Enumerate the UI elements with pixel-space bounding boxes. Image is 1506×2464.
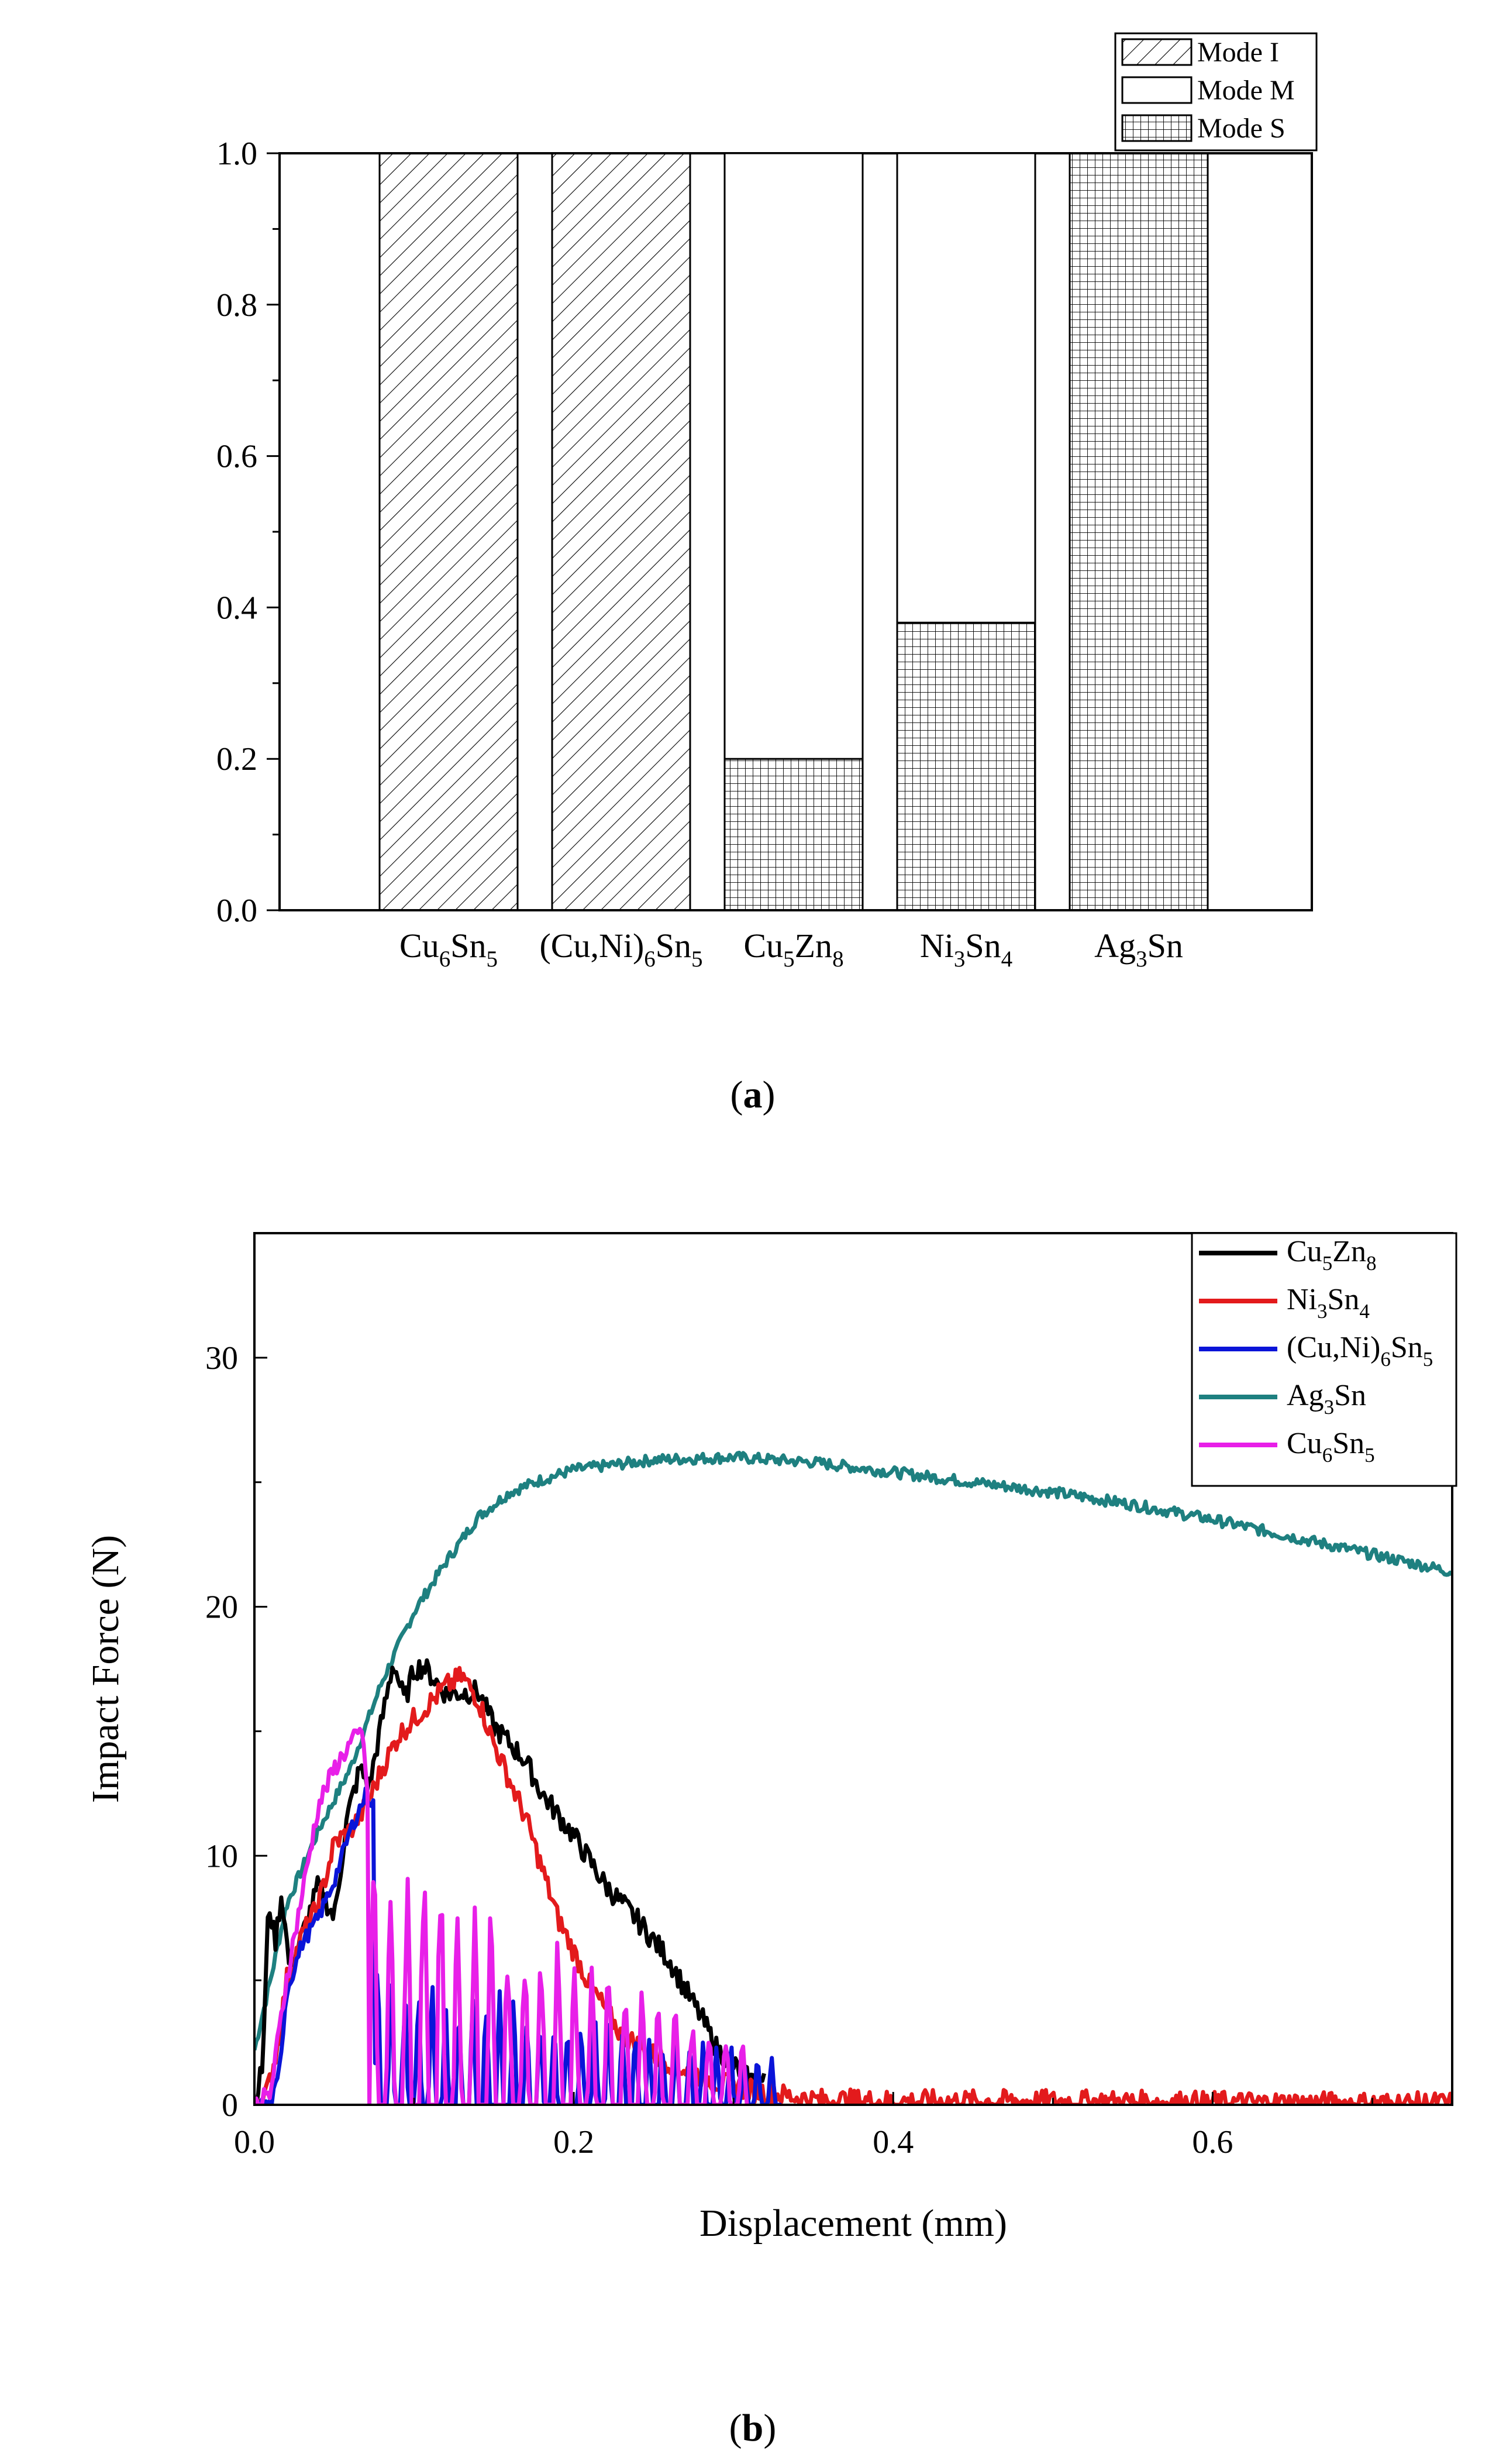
- legend-label: Mode S: [1197, 113, 1286, 144]
- y-tick-label: 0: [222, 2087, 238, 2124]
- plot-frame-b: [253, 1232, 1453, 2106]
- legend-label: Mode I: [1197, 37, 1279, 68]
- x-axis-title: Displacement (mm): [699, 2202, 1007, 2245]
- y-tick-label: 0.2: [216, 741, 257, 777]
- y-tick-label: 20: [205, 1589, 238, 1626]
- x-tick-label: Ag3Sn: [1094, 927, 1183, 972]
- y-tick-label: 0.8: [216, 287, 257, 324]
- x-tick-label: Ni3Sn4: [920, 927, 1012, 972]
- bar-mode-m-2: [723, 152, 864, 760]
- bar-mode-m-3: [896, 152, 1036, 624]
- force-curves: [254, 1450, 1452, 2105]
- x-tick-label: Cu6Sn5: [399, 927, 498, 972]
- legend-label: Cu6Sn5: [1287, 1427, 1375, 1467]
- x-tick-label: 0.0: [234, 2124, 275, 2160]
- series-line-cu5zn8: [254, 1658, 766, 2105]
- x-tick-label: (Cu,Ni)6Sn5: [539, 927, 702, 972]
- legend-label: Mode M: [1197, 75, 1295, 106]
- legend-label: Cu5Zn8: [1287, 1235, 1376, 1275]
- axes-b: 0.0 0.2 0.4 0.6 0 10 20 30: [205, 1340, 1373, 2160]
- series-line-ag3sn: [254, 1450, 1452, 2051]
- bar-mode-s-2: [723, 758, 864, 911]
- y-tick-label: 0.6: [216, 439, 257, 475]
- x-category-labels: Cu6Sn5 (Cu,Ni)6Sn5 Cu5Zn8 Ni3Sn4 Ag3Sn: [399, 927, 1183, 972]
- bar-mode-s-3: [896, 621, 1036, 911]
- bar-mode-i-1: [551, 152, 691, 911]
- bar-mode-s-4: [1069, 152, 1209, 911]
- stacked-bars: [378, 152, 1209, 911]
- panel-b-line-chart: 0.0 0.2 0.4 0.6 0 10 20 30 Cu5Zn8 Ni3Sn4 (Cu,Ni)6…: [84, 1232, 1457, 2449]
- y-tick-label: 0.4: [216, 590, 257, 626]
- legend-a: Mode I Mode M Mode S: [1114, 32, 1318, 152]
- x-tick-label: 0.4: [873, 2124, 914, 2160]
- series-line-cu6sn5: [254, 1726, 749, 2105]
- legend-swatch: [1121, 114, 1193, 142]
- x-tick-label: Cu5Zn8: [743, 927, 843, 972]
- y-tick-label: 1.0: [216, 136, 257, 172]
- x-tick-label: 0.2: [553, 2124, 594, 2160]
- panel-a-bar-chart: 0.0 0.2 0.4 0.6 0.8 1.0 Cu6Sn5 (Cu,Ni)6Sn5 Cu5Z…: [216, 32, 1318, 1116]
- series-line--cu-ni-6sn5: [254, 1786, 782, 2105]
- panel-label-a: (a): [730, 1073, 776, 1116]
- legend-swatch: [1121, 76, 1193, 104]
- legend-b: Cu5Zn8 Ni3Sn4 (Cu,Ni)6Sn5 Ag3Sn Cu6Sn5: [1191, 1232, 1457, 1487]
- series-line-ni3sn4: [254, 1665, 1452, 2105]
- y-axis-a: 0.0 0.2 0.4 0.6 0.8 1.0: [216, 136, 280, 929]
- legend-swatch: [1121, 38, 1193, 66]
- legend-label: Ni3Sn4: [1287, 1283, 1370, 1323]
- legend-label: Ag3Sn: [1287, 1379, 1366, 1419]
- x-tick-label: 0.6: [1192, 2124, 1233, 2160]
- y-tick-label: 10: [205, 1838, 238, 1874]
- y-tick-label: 0.0: [216, 893, 257, 929]
- y-axis-title: Impact Force (N): [84, 1535, 127, 1803]
- y-tick-label: 30: [205, 1340, 238, 1376]
- bar-mode-i-0: [378, 152, 519, 911]
- legend-label: (Cu,Ni)6Sn5: [1287, 1331, 1433, 1371]
- panel-label-b: (b): [729, 2407, 777, 2449]
